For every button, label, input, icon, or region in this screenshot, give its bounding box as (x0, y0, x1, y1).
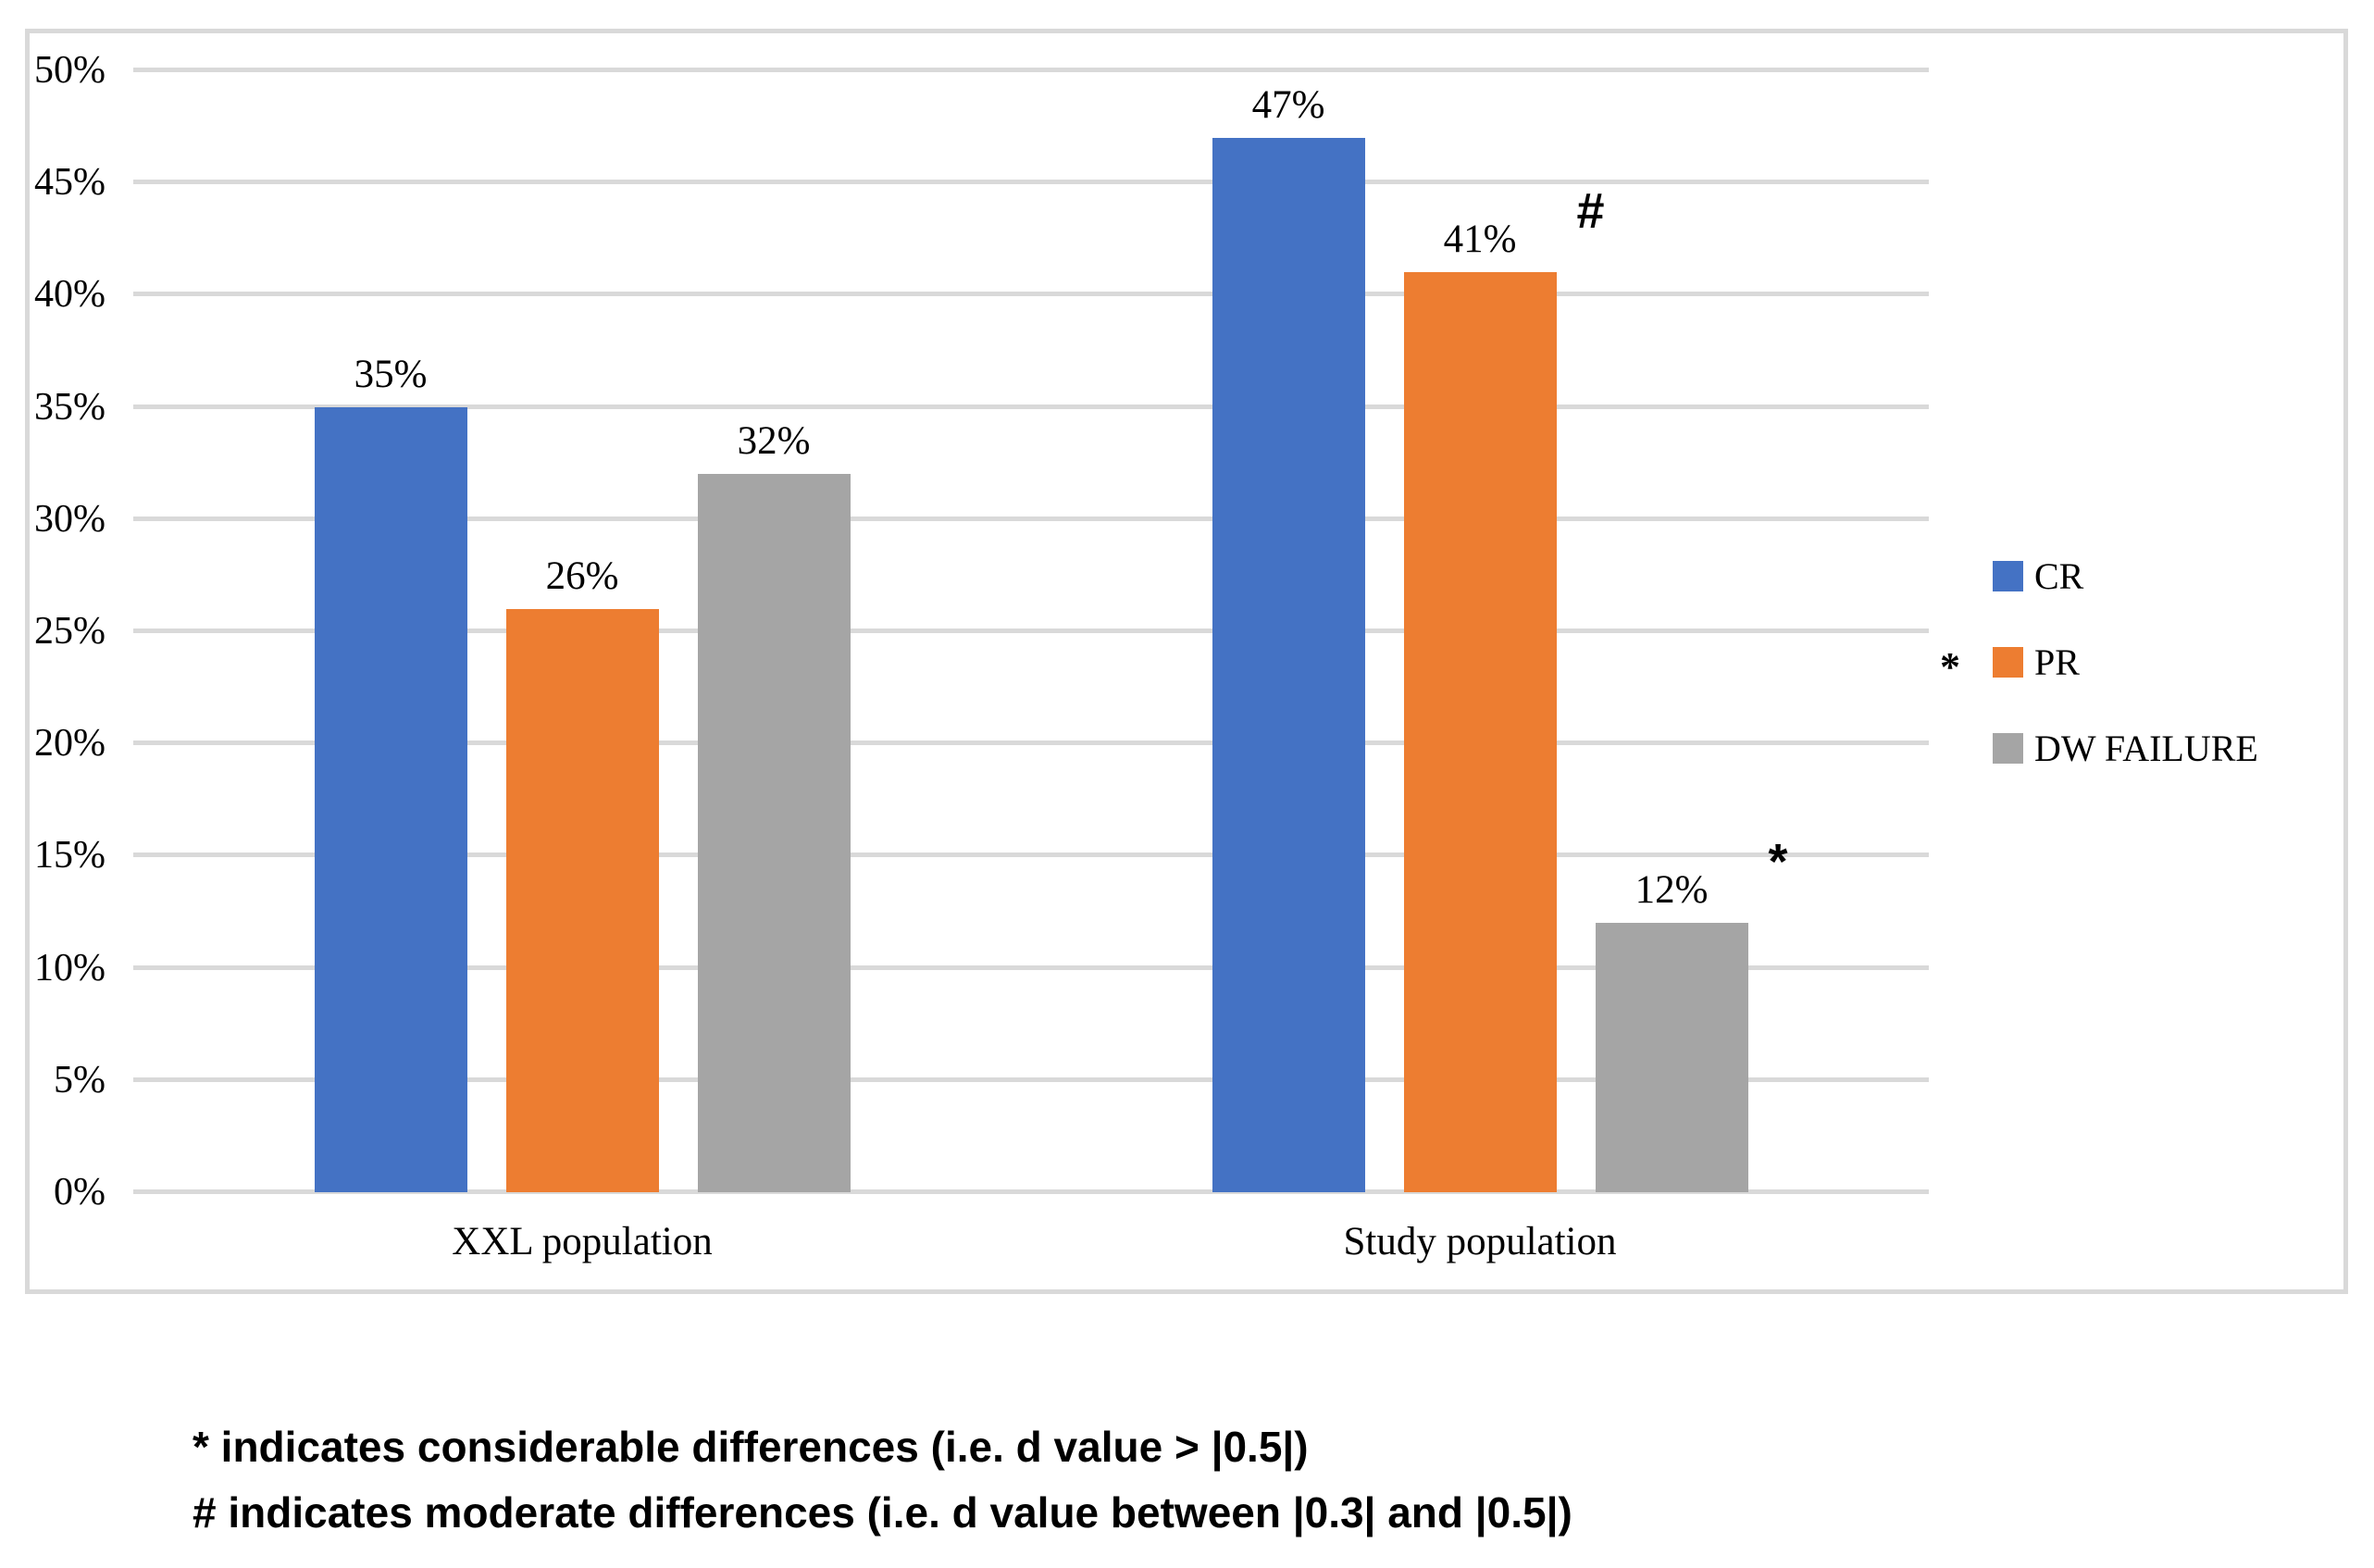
legend-item: CR (1940, 537, 2258, 616)
legend-annotation: * (1940, 643, 1960, 690)
legend-swatch (1993, 647, 2023, 678)
legend-swatch (1993, 733, 2023, 764)
gridline (133, 404, 1929, 409)
footnote-line-1: * indicates considerable differences (i.… (193, 1423, 1309, 1471)
legend-label: CR (2034, 554, 2084, 597)
category-group: 35% 26% 32% (133, 70, 1031, 1192)
gridline (133, 964, 1929, 970)
plot-area: 35% 26% 32% 47% 41% # 12% * (133, 68, 1929, 1194)
y-tick-label: 10% (34, 946, 106, 989)
legend-annotation (1940, 572, 1993, 581)
bar: 41% # (1403, 186, 1605, 1192)
legend-label: DW FAILURE (2034, 727, 2258, 769)
y-tick-label: 25% (34, 610, 106, 653)
gridline (133, 292, 1929, 297)
gridline (133, 740, 1929, 746)
bar-value-label: 47% (1251, 82, 1325, 127)
chart-panel: 0% 5% 10% 15% 20% 25% 30% 35% 40% 45% 50% 35% 26% 32… (25, 29, 2348, 1294)
legend: CR * PR DW FAILURE (1940, 537, 2258, 788)
gridline (133, 180, 1929, 185)
bar-value-label: 41% # (1443, 183, 1605, 262)
gridline (133, 628, 1929, 633)
category-label: XXL population (452, 1220, 713, 1263)
gridline (133, 1076, 1929, 1082)
legend-item: DW FAILURE (1940, 709, 2258, 788)
bar-value-label: 32% (737, 419, 811, 464)
gridline (133, 852, 1929, 858)
bar-value-label: 12% * (1634, 834, 1788, 913)
y-tick-label: 45% (34, 161, 106, 205)
bar: 47% (1212, 85, 1365, 1192)
bar: 26% (505, 556, 659, 1192)
y-tick-label: 15% (34, 834, 106, 877)
category-group: 47% 41% # 12% * (1031, 70, 1929, 1192)
y-tick-label: 0% (54, 1171, 106, 1213)
footnote-line-2: # indicates moderate differences (i.e. d… (193, 1488, 1572, 1537)
y-tick-label: 35% (34, 385, 106, 429)
y-tick-label: 30% (34, 497, 106, 541)
gridline (133, 1189, 1929, 1194)
category-label: Study population (1343, 1220, 1617, 1263)
x-axis: XXL population Study population (133, 1207, 1929, 1272)
bar-value-label: 26% (545, 554, 619, 598)
y-axis: 0% 5% 10% 15% 20% 25% 30% 35% 40% 45% 50% (30, 51, 126, 1212)
gridline (133, 68, 1929, 72)
bar: 32% (697, 421, 851, 1192)
bar-value-label: 35% (354, 352, 428, 396)
legend-label: PR (2034, 641, 2080, 683)
y-tick-label: 50% (34, 49, 106, 92)
y-tick-label: 40% (34, 273, 106, 317)
footnotes: * indicates considerable differences (i.… (193, 1414, 1572, 1547)
legend-swatch (1993, 561, 2023, 591)
legend-item: * PR (1940, 623, 2258, 702)
bar: 35% (314, 355, 467, 1192)
bar: 12% * (1595, 837, 1788, 1192)
legend-annotation (1940, 744, 1993, 753)
y-tick-label: 20% (34, 722, 106, 765)
gridline (133, 516, 1929, 521)
y-tick-label: 5% (54, 1058, 106, 1101)
bar-significance-marker: * (1768, 834, 1788, 890)
bar-significance-marker: # (1576, 183, 1605, 240)
